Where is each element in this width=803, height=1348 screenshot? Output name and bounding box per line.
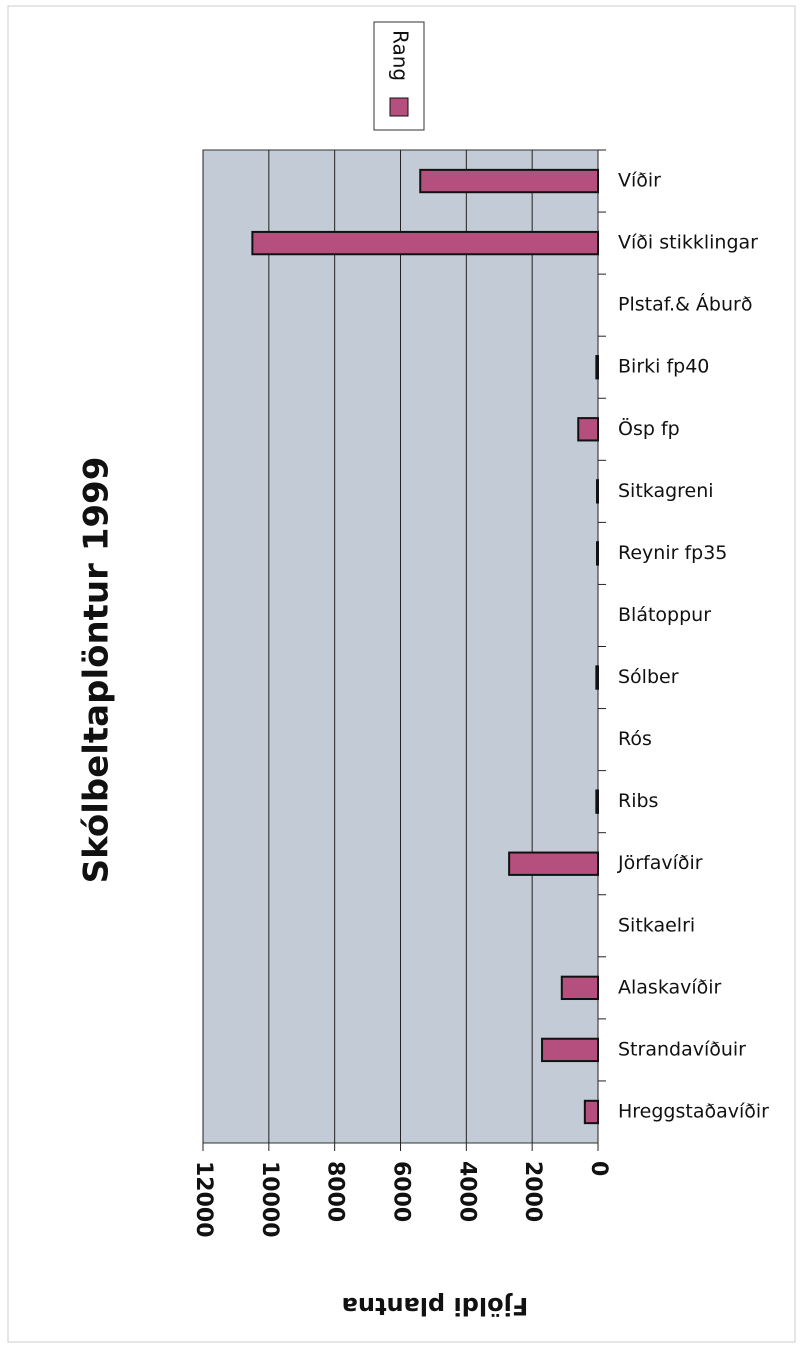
y-tick-label: Víðir — [618, 170, 661, 192]
bar — [541, 1037, 600, 1063]
x-tick-label: 8000 — [323, 1161, 348, 1222]
y-tick-label: Sitkagreni — [618, 480, 714, 502]
y-tick-label: Ösp fp — [618, 417, 680, 440]
y-tick-label: Hreggstaðavíðir — [618, 1100, 769, 1122]
bar — [560, 975, 600, 1001]
y-tick-label: Blátoppur — [618, 604, 711, 626]
bar — [595, 665, 600, 690]
y-tick-label: Strandavíðuir — [618, 1038, 746, 1060]
page-frame — [7, 5, 796, 1343]
bar — [508, 851, 599, 876]
y-tick-label: Sitkaelri — [618, 914, 695, 936]
bar — [596, 479, 600, 504]
y-tick-label: Reynir fp35 — [618, 542, 727, 564]
legend-swatch — [389, 97, 409, 117]
y-tick-label: Rós — [618, 728, 652, 750]
x-tick-label: 12000 — [191, 1161, 216, 1238]
bar — [596, 541, 600, 566]
chart-title: Skólbeltaplöntur 1999 — [77, 457, 117, 884]
bar — [251, 230, 599, 256]
y-tick-label: Víði stikklingar — [618, 232, 758, 254]
y-tick-label: Alaskavíðir — [618, 976, 722, 998]
legend-label: Rang — [389, 30, 413, 81]
bar — [577, 417, 599, 442]
bar — [595, 355, 600, 380]
y-tick-label: Plstaf.& Áburð — [618, 293, 752, 316]
bar — [419, 168, 599, 194]
x-tick-label: 0 — [586, 1161, 611, 1176]
axis-label: Fjöldi plantna — [342, 1292, 529, 1320]
y-tick-label: Birki fp40 — [618, 356, 709, 378]
x-tick-label: 6000 — [389, 1161, 414, 1222]
bar — [583, 1099, 599, 1125]
y-tick-label: Jörfavíðir — [617, 852, 703, 874]
x-tick-label: 10000 — [257, 1161, 282, 1238]
x-tick-label: 2000 — [520, 1161, 545, 1222]
y-tick-label: Ribs — [618, 790, 658, 812]
y-tick-label: Sólber — [618, 666, 679, 688]
x-tick-label: 4000 — [454, 1161, 479, 1222]
bar — [595, 789, 600, 814]
